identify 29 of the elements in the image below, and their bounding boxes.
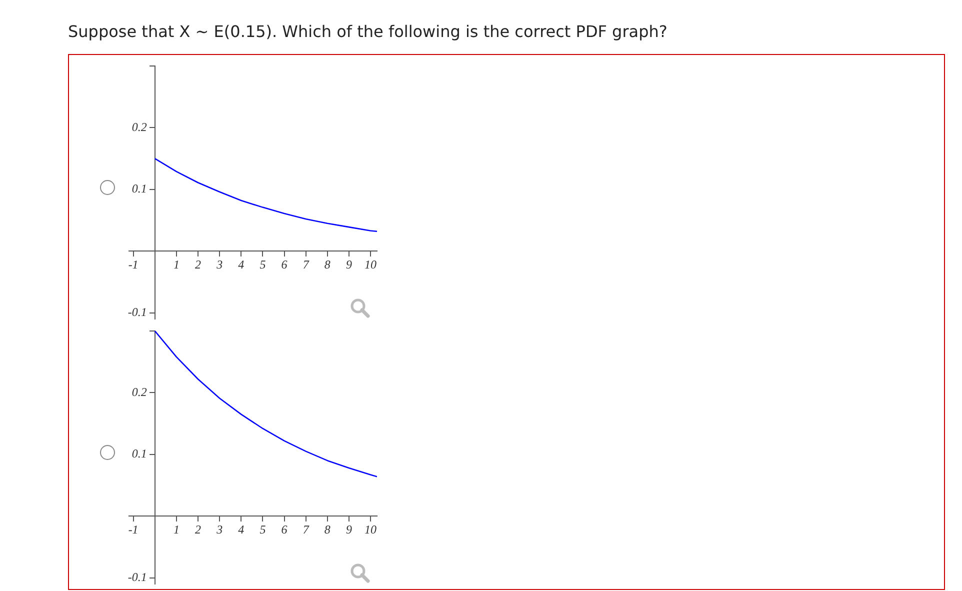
x-tick-label: 5 bbox=[260, 522, 266, 536]
x-tick-label: 10 bbox=[364, 257, 377, 272]
x-tick-label: 4 bbox=[238, 257, 244, 272]
x-tick-label: 7 bbox=[302, 522, 310, 536]
x-tick-label: 6 bbox=[281, 257, 288, 272]
x-tick-label: 6 bbox=[281, 522, 288, 536]
chart-title: Suppose that X ∼ E(0.15). Which of the following is the correct PDF graph? bbox=[68, 22, 668, 41]
x-tick-label: -1 bbox=[128, 257, 138, 272]
y-tick-label: 0.1 bbox=[132, 182, 147, 196]
x-tick-label: 9 bbox=[346, 522, 352, 536]
x-tick-label: 1 bbox=[173, 257, 180, 272]
x-tick-label: 7 bbox=[302, 257, 310, 272]
x-tick-label: 4 bbox=[238, 522, 244, 536]
x-tick-label: 2 bbox=[195, 522, 202, 536]
y-tick-label: -0.1 bbox=[128, 570, 147, 584]
y-tick-label: 0.2 bbox=[132, 120, 147, 134]
x-tick-label: 10 bbox=[364, 522, 377, 536]
y-tick-label: 0.2 bbox=[132, 384, 147, 399]
x-tick-label: 3 bbox=[216, 522, 223, 536]
y-tick-label: 0.1 bbox=[132, 446, 147, 461]
x-tick-label: 9 bbox=[346, 257, 352, 272]
x-tick-label: 8 bbox=[324, 257, 330, 272]
x-tick-label: 5 bbox=[260, 257, 266, 272]
x-tick-label: 8 bbox=[324, 522, 330, 536]
x-tick-label: 3 bbox=[216, 257, 223, 272]
x-tick-label: 1 bbox=[173, 522, 180, 536]
x-tick-label: -1 bbox=[128, 522, 138, 536]
y-tick-label: -0.1 bbox=[128, 304, 147, 319]
x-tick-label: 2 bbox=[195, 257, 202, 272]
